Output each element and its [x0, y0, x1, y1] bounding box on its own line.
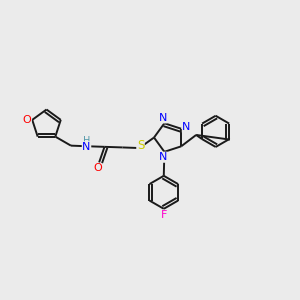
Text: N: N: [159, 152, 167, 162]
Text: H: H: [83, 136, 90, 146]
Text: F: F: [160, 210, 167, 220]
Text: O: O: [22, 115, 31, 125]
Text: O: O: [93, 164, 102, 173]
Text: N: N: [159, 113, 167, 123]
Text: N: N: [82, 142, 91, 152]
Text: S: S: [137, 139, 144, 152]
Text: N: N: [182, 122, 191, 132]
